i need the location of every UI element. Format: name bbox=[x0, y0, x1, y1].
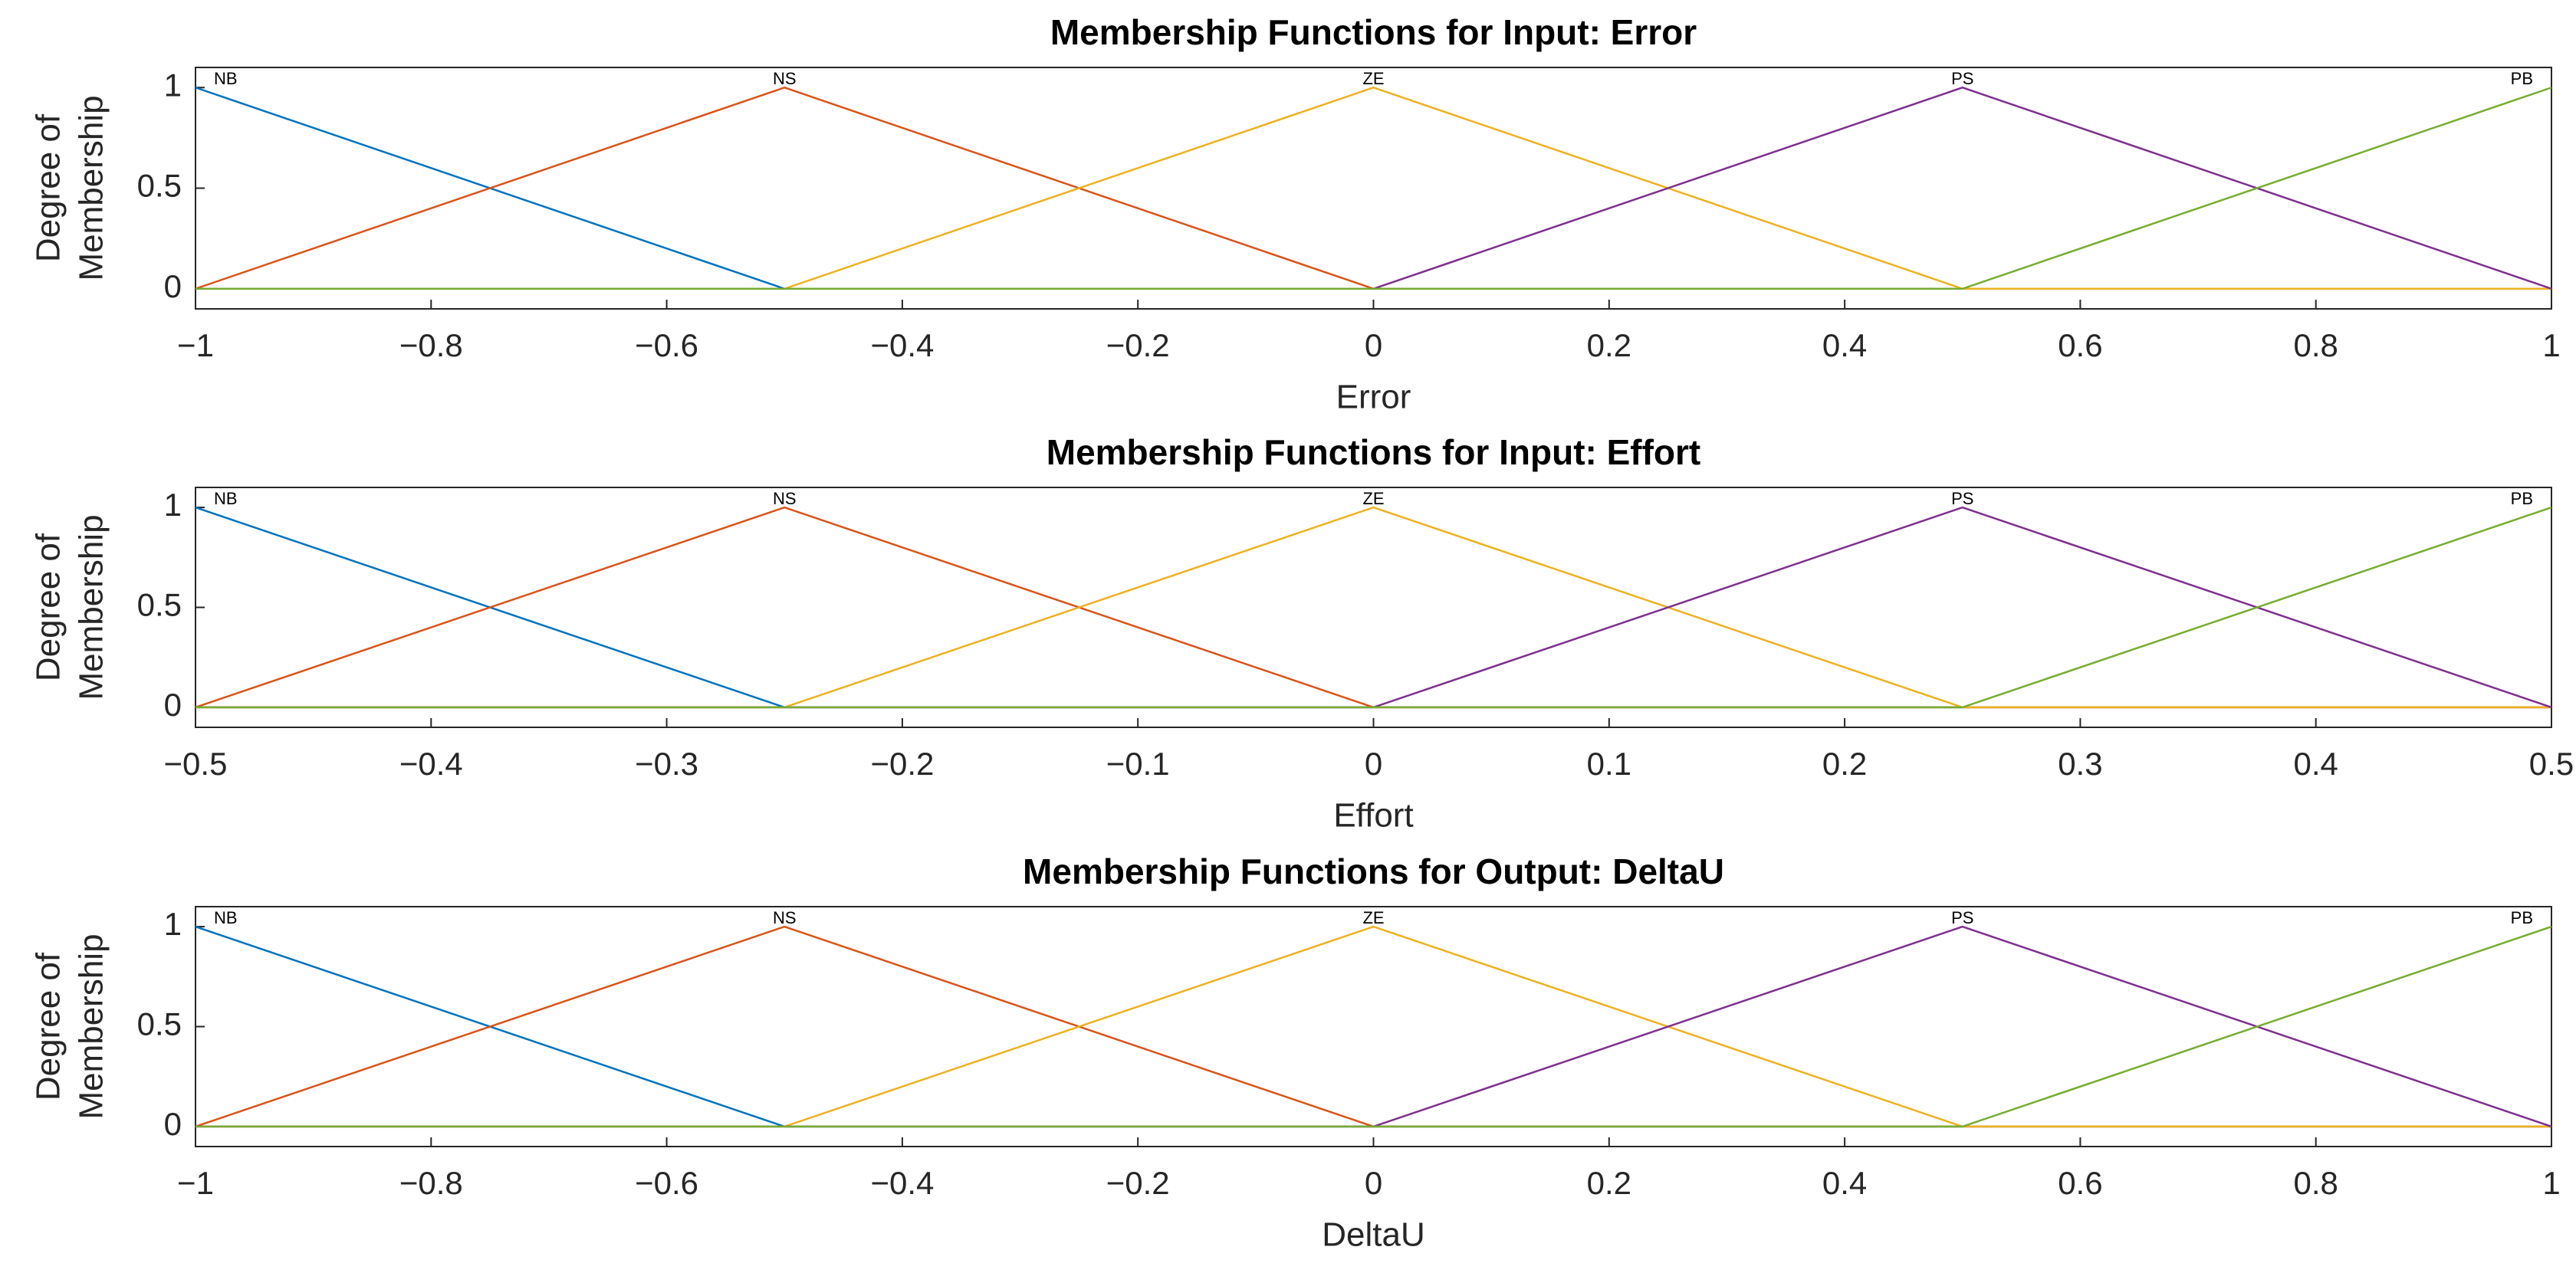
mf-label: PB bbox=[2511, 69, 2533, 88]
mf-line bbox=[196, 925, 2552, 1128]
x-tick-label: −0.8 bbox=[399, 1165, 463, 1201]
y-tick-label: 0.5 bbox=[137, 587, 182, 623]
x-tick-label: −0.4 bbox=[870, 327, 934, 363]
mf-label: ZE bbox=[1362, 489, 1384, 508]
chart-title: Membership Functions for Input: Effort bbox=[1046, 432, 1701, 472]
x-tick-label: 0.4 bbox=[1822, 327, 1867, 363]
x-tick-label: −0.4 bbox=[870, 1165, 934, 1201]
y-tick-label: 1 bbox=[164, 906, 182, 942]
chart-title: Membership Functions for Output: DeltaU bbox=[1023, 851, 1724, 891]
x-tick-label: −1 bbox=[177, 1165, 214, 1201]
x-tick-label: 0.6 bbox=[2058, 1165, 2102, 1201]
x-tick-label: 0.8 bbox=[2294, 327, 2338, 363]
y-tick-label: 0.5 bbox=[137, 168, 182, 204]
mf-line bbox=[196, 87, 2552, 290]
x-tick-label: −0.6 bbox=[635, 327, 698, 363]
y-tick-label: 0 bbox=[164, 268, 182, 304]
y-tick-label: 0 bbox=[164, 687, 182, 723]
x-tick-label: 0.1 bbox=[1587, 746, 1631, 782]
x-tick-label: 0.5 bbox=[2529, 746, 2574, 782]
mf-label: NB bbox=[214, 908, 238, 927]
x-tick-label: −0.4 bbox=[399, 746, 463, 782]
x-tick-label: 1 bbox=[2542, 1165, 2560, 1201]
x-tick-label: −0.3 bbox=[635, 746, 698, 782]
y-axis-label: Degree of bbox=[30, 533, 67, 681]
y-axis-label: Degree of bbox=[30, 113, 67, 262]
y-tick-label: 0 bbox=[164, 1106, 182, 1142]
mf-label: PB bbox=[2511, 489, 2533, 508]
y-axis-label: Membership bbox=[73, 933, 110, 1119]
mf-line bbox=[196, 506, 2552, 709]
x-tick-label: 0.2 bbox=[1822, 746, 1867, 782]
x-tick-label: −0.2 bbox=[1106, 1165, 1170, 1201]
mf-label: PS bbox=[1951, 908, 1973, 927]
mf-label: NB bbox=[214, 69, 238, 88]
x-tick-label: −0.8 bbox=[399, 327, 463, 363]
x-tick-label: −0.2 bbox=[1106, 327, 1170, 363]
x-tick-label: 0.8 bbox=[2294, 1165, 2338, 1201]
y-tick-label: 0.5 bbox=[137, 1006, 182, 1042]
x-tick-label: −0.1 bbox=[1106, 746, 1170, 782]
mf-label: NS bbox=[773, 489, 797, 508]
x-tick-label: 0.2 bbox=[1587, 1165, 1631, 1201]
y-tick-label: 1 bbox=[164, 487, 182, 523]
mf-label: ZE bbox=[1362, 908, 1384, 927]
mf-label: NB bbox=[214, 489, 238, 508]
x-tick-label: 0 bbox=[1365, 327, 1382, 363]
axes-box bbox=[195, 487, 2552, 728]
x-tick-label: −1 bbox=[177, 327, 214, 363]
y-tick-label: 1 bbox=[164, 67, 182, 103]
mf-label: PB bbox=[2511, 908, 2533, 927]
chart-title: Membership Functions for Input: Error bbox=[1050, 12, 1697, 52]
x-tick-label: 1 bbox=[2542, 327, 2560, 363]
x-tick-label: −0.5 bbox=[164, 746, 228, 782]
axes-box bbox=[195, 906, 2552, 1147]
x-axis-label: Error bbox=[1336, 379, 1411, 416]
x-axis-label: DeltaU bbox=[1322, 1216, 1425, 1254]
x-tick-label: 0 bbox=[1365, 746, 1382, 782]
x-tick-label: 0.4 bbox=[1822, 1165, 1867, 1201]
y-axis-label: Membership bbox=[73, 95, 110, 281]
x-tick-label: 0.2 bbox=[1587, 327, 1631, 363]
x-tick-label: 0.6 bbox=[2058, 327, 2102, 363]
x-tick-label: 0.3 bbox=[2058, 746, 2102, 782]
y-axis-label: Degree of bbox=[30, 952, 67, 1101]
y-axis-label: Membership bbox=[73, 514, 110, 700]
mf-label: ZE bbox=[1362, 69, 1384, 88]
x-tick-label: −0.2 bbox=[870, 746, 934, 782]
mf-label: NS bbox=[773, 908, 797, 927]
mf-label: PS bbox=[1951, 69, 1973, 88]
mf-label: NS bbox=[773, 69, 797, 88]
x-axis-label: Effort bbox=[1333, 797, 1413, 835]
x-tick-label: −0.6 bbox=[635, 1165, 698, 1201]
x-tick-label: 0 bbox=[1365, 1165, 1382, 1201]
axes-box bbox=[195, 67, 2552, 310]
mf-label: PS bbox=[1951, 489, 1973, 508]
x-tick-label: 0.4 bbox=[2294, 746, 2338, 782]
